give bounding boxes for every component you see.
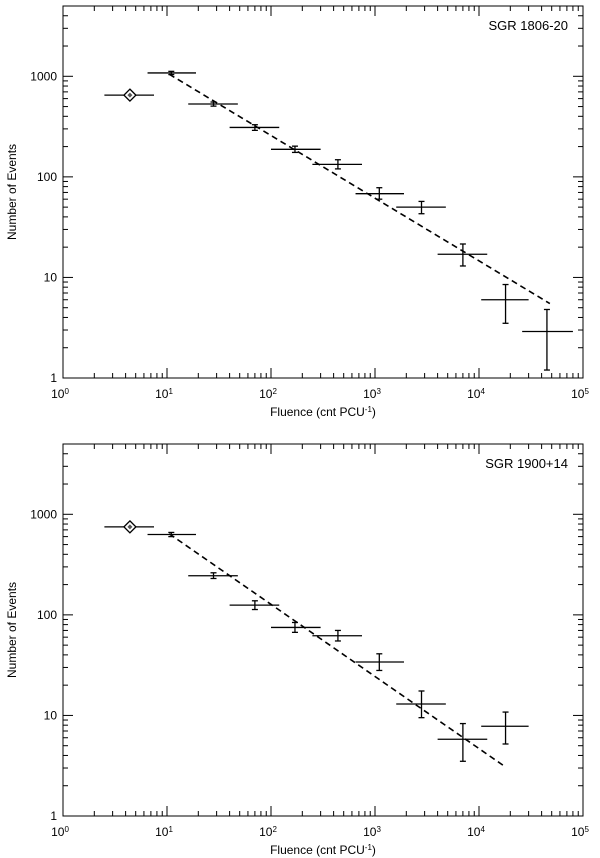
y-tick-label: 100 (37, 170, 57, 184)
annotation-label: SGR 1900+14 (485, 456, 568, 471)
data-point (271, 145, 321, 154)
x-axis-label-sup: -1 (365, 405, 373, 414)
fit-line (168, 73, 551, 305)
x-axis-label: Fluence (cnt PCU-1) (270, 405, 376, 420)
x-tick-label: 100 (51, 825, 69, 840)
x-tick-label: 100 (51, 387, 69, 402)
y-tick-label: 1 (50, 809, 57, 823)
x-tick-label: 103 (363, 825, 381, 840)
x-tick-label: 105 (571, 825, 589, 840)
data-point (271, 621, 321, 634)
data-point (396, 200, 446, 215)
data-point (522, 308, 573, 371)
y-tick-label: 10 (44, 708, 58, 722)
annotation-label: SGR 1806-20 (489, 18, 569, 33)
panel-sgr-1900-14: 100 101 102 103 104 105 1 10 100 1000 SGR 1900+14… (5, 443, 589, 858)
data-point (355, 653, 404, 672)
data-point (188, 572, 238, 580)
data-point (396, 690, 446, 719)
data-point (355, 187, 404, 200)
data-point (312, 629, 363, 642)
y-tick-label: 1 (50, 371, 57, 385)
x-tick-label: 105 (571, 387, 589, 402)
x-tick-label: 102 (259, 387, 277, 402)
x-tick-label: 104 (467, 825, 485, 840)
x-tick-label: 101 (155, 825, 173, 840)
x-axis-label-end: ) (372, 405, 376, 419)
y-tick-label: 100 (37, 608, 57, 622)
x-axis-label-sup: -1 (365, 843, 373, 852)
y-tick-label: 1000 (30, 507, 57, 521)
x-tick-label: 101 (155, 387, 173, 402)
y-tick-label: 10 (44, 270, 58, 284)
x-tick-label: 103 (363, 387, 381, 402)
data-point (481, 711, 529, 745)
x-axis-label-main: Fluence (cnt PCU (270, 405, 365, 419)
x-axis-label: Fluence (cnt PCU-1) (270, 843, 376, 858)
data-point (147, 531, 196, 538)
data-point (229, 600, 280, 611)
data-point (147, 70, 196, 76)
x-tick-label: 102 (259, 825, 277, 840)
x-tick-label: 104 (467, 387, 485, 402)
data-point (229, 124, 280, 132)
plot-frame (62, 443, 584, 817)
diamond-point-core (127, 524, 133, 530)
y-axis-label: Number of Events (5, 582, 19, 678)
fit-line (168, 533, 504, 766)
x-axis-label-main: Fluence (cnt PCU (270, 843, 365, 857)
data-point (188, 101, 238, 107)
data-point (437, 243, 488, 267)
data-point (437, 722, 488, 762)
diamond-point-core (127, 92, 133, 98)
data-point (481, 283, 529, 324)
x-axis-label-end: ) (372, 843, 376, 857)
y-axis-label: Number of Events (5, 144, 19, 240)
data-point (312, 159, 363, 170)
y-tick-label: 1000 (30, 69, 57, 83)
panel-sgr-1806-20: 100 101 102 103 104 105 1 10 100 1000 SGR 1806-20… (5, 5, 589, 420)
